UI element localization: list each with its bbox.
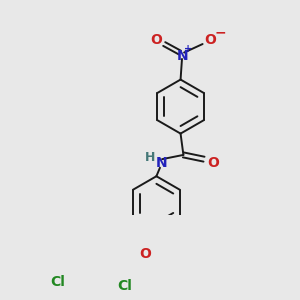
Text: O: O [139,247,151,261]
Text: +: + [184,44,192,54]
Text: O: O [151,33,162,47]
Text: O: O [207,156,219,170]
Text: N: N [156,156,167,170]
Text: Cl: Cl [50,275,65,289]
Text: −: − [214,25,226,39]
Text: O: O [205,33,216,47]
Text: H: H [145,151,155,164]
Text: Cl: Cl [118,279,133,293]
Text: N: N [177,49,188,63]
